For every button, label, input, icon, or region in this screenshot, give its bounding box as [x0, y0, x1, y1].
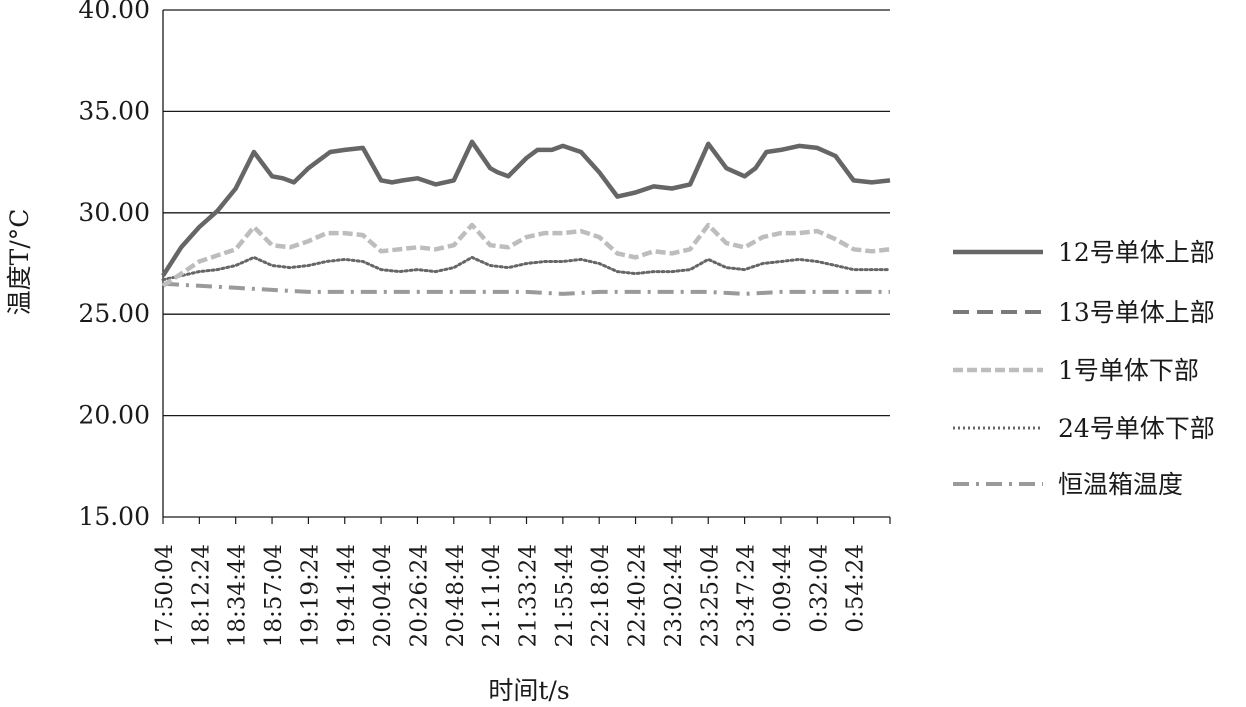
x-tick-label: 18:57:04 — [261, 544, 287, 647]
x-tick-label: 20:48:44 — [443, 544, 469, 647]
y-tick-label: 35.00 — [78, 96, 150, 125]
y-tick-label: 30.00 — [78, 198, 150, 227]
x-tick-label: 21:55:44 — [552, 544, 578, 647]
y-tick-labels: 15.00 20.00 25.00 30.00 35.00 40.00 — [78, 0, 150, 531]
x-tick-label: 19:41:44 — [334, 544, 360, 647]
x-tick-labels: 17:50:04 18:12:24 18:34:44 18:57:04 19:19:24… — [152, 544, 869, 647]
y-tick-label: 40.00 — [78, 0, 150, 24]
x-tick-label: 22:40:24 — [625, 544, 651, 647]
x-tick-label: 23:02:44 — [661, 544, 687, 647]
x-tick-label: 20:26:24 — [406, 544, 432, 647]
legend-label: 13号单体上部 — [1058, 298, 1215, 327]
grid-lines — [162, 9, 891, 524]
x-tick-label: 0:32:04 — [806, 544, 832, 633]
x-tick-label: 21:33:24 — [516, 544, 542, 647]
series-line-5 — [162, 281, 890, 296]
series-line-4 — [161, 255, 892, 282]
legend-label: 12号单体上部 — [1058, 238, 1215, 267]
x-tick-label: 23:47:24 — [734, 544, 760, 647]
series-lines — [161, 139, 892, 296]
x-tick-label: 22:18:04 — [588, 544, 614, 647]
legend-label: 1号单体下部 — [1058, 356, 1199, 385]
series-line-1 — [161, 139, 891, 277]
x-tick-label: 18:34:44 — [225, 544, 251, 647]
x-tick-label: 19:19:24 — [297, 544, 323, 647]
x-tick-label: 17:50:04 — [152, 544, 178, 647]
x-axis-label: 时间t/s — [488, 676, 569, 705]
y-axis-label: 温度T/°C — [5, 209, 34, 316]
y-tick-label: 25.00 — [78, 299, 150, 328]
legend-label: 24号单体下部 — [1058, 414, 1215, 443]
x-tick-label: 20:04:04 — [370, 544, 396, 647]
legend-label: 恒温箱温度 — [1058, 470, 1183, 499]
x-tick-label: 23:25:04 — [697, 544, 723, 647]
x-tick-label: 0:09:44 — [770, 544, 796, 633]
series-line-3 — [161, 222, 891, 288]
x-tick-label: 18:12:24 — [188, 544, 214, 647]
x-tick-label: 21:11:04 — [479, 544, 505, 647]
x-tick-label: 0:54:24 — [843, 544, 869, 633]
y-tick-label: 15.00 — [78, 502, 150, 531]
y-tick-label: 20.00 — [78, 401, 150, 430]
